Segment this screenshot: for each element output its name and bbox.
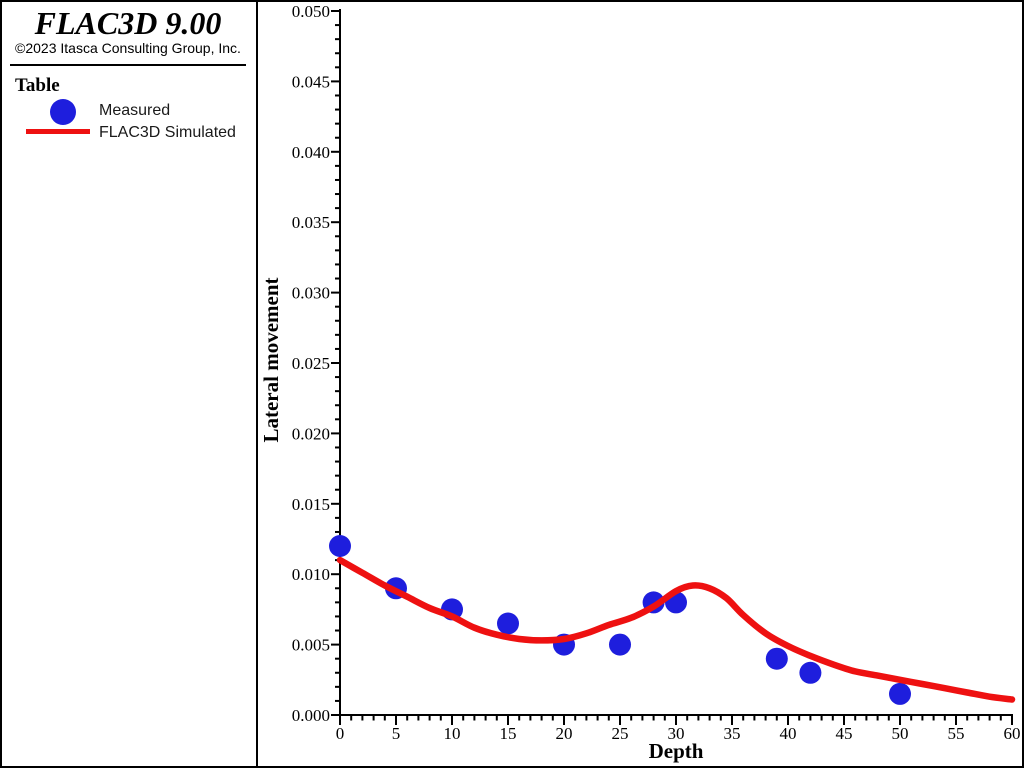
legend-label-simulated: FLAC3D Simulated: [99, 124, 236, 141]
measured-point: [889, 682, 911, 705]
x-tick-label: 50: [892, 724, 909, 743]
panel-divider: [256, 2, 258, 766]
y-tick-label: 0.045: [292, 72, 330, 91]
simulated-curve: [336, 556, 1016, 703]
separator-line: [10, 64, 246, 66]
info-panel: FLAC3D 9.00 ©2023 Itasca Consulting Grou…: [2, 2, 256, 766]
simulated-line-icon: [26, 129, 90, 134]
y-tick-label: 0.000: [292, 706, 330, 725]
measured-point: [497, 612, 519, 635]
measured-point: [799, 661, 822, 684]
measured-point: [609, 633, 631, 656]
y-tick-label: 0.050: [292, 2, 330, 21]
legend-heading: Table: [15, 75, 60, 96]
x-tick-label: 55: [948, 724, 965, 743]
x-tick-label: 25: [612, 724, 629, 743]
x-tick-label: 60: [1004, 724, 1021, 743]
x-tick-label: 10: [444, 724, 461, 743]
y-tick-label: 0.025: [292, 354, 330, 373]
legend-label-measured: Measured: [99, 102, 171, 119]
x-tick-label: 15: [500, 724, 517, 743]
x-tick-label: 40: [780, 724, 797, 743]
y-tick-label: 0.010: [292, 565, 330, 584]
measured-point: [329, 535, 351, 557]
simulated-curve-group: [336, 556, 1016, 703]
x-tick-label: 35: [724, 724, 741, 743]
y-axis-title: Lateral movement: [259, 277, 283, 442]
app-title: FLAC3D 9.00: [34, 5, 222, 41]
x-axis-title: Depth: [649, 739, 704, 763]
y-tick-label: 0.040: [292, 143, 330, 162]
x-tick-label: 30: [668, 724, 685, 743]
x-tick-label: 5: [392, 724, 401, 743]
y-tick-label: 0.020: [292, 424, 330, 443]
axes: [339, 9, 1013, 716]
y-tick-label: 0.030: [292, 284, 330, 303]
y-tick-label: 0.015: [292, 495, 330, 514]
measured-point: [765, 647, 788, 670]
measured-marker-icon: [50, 99, 76, 125]
x-tick-label: 0: [336, 724, 345, 743]
y-tick-label: 0.035: [292, 213, 330, 232]
x-tick-label: 45: [836, 724, 853, 743]
y-tick-label: 0.005: [292, 636, 330, 655]
tick-marks: 0 5 10 15 20 25 30 35 40 45 50 55 60 0.000 0.005 0.010 0…: [292, 2, 1021, 743]
copyright-text: ©2023 Itasca Consulting Group, Inc.: [15, 40, 241, 56]
x-tick-label: 20: [556, 724, 573, 743]
